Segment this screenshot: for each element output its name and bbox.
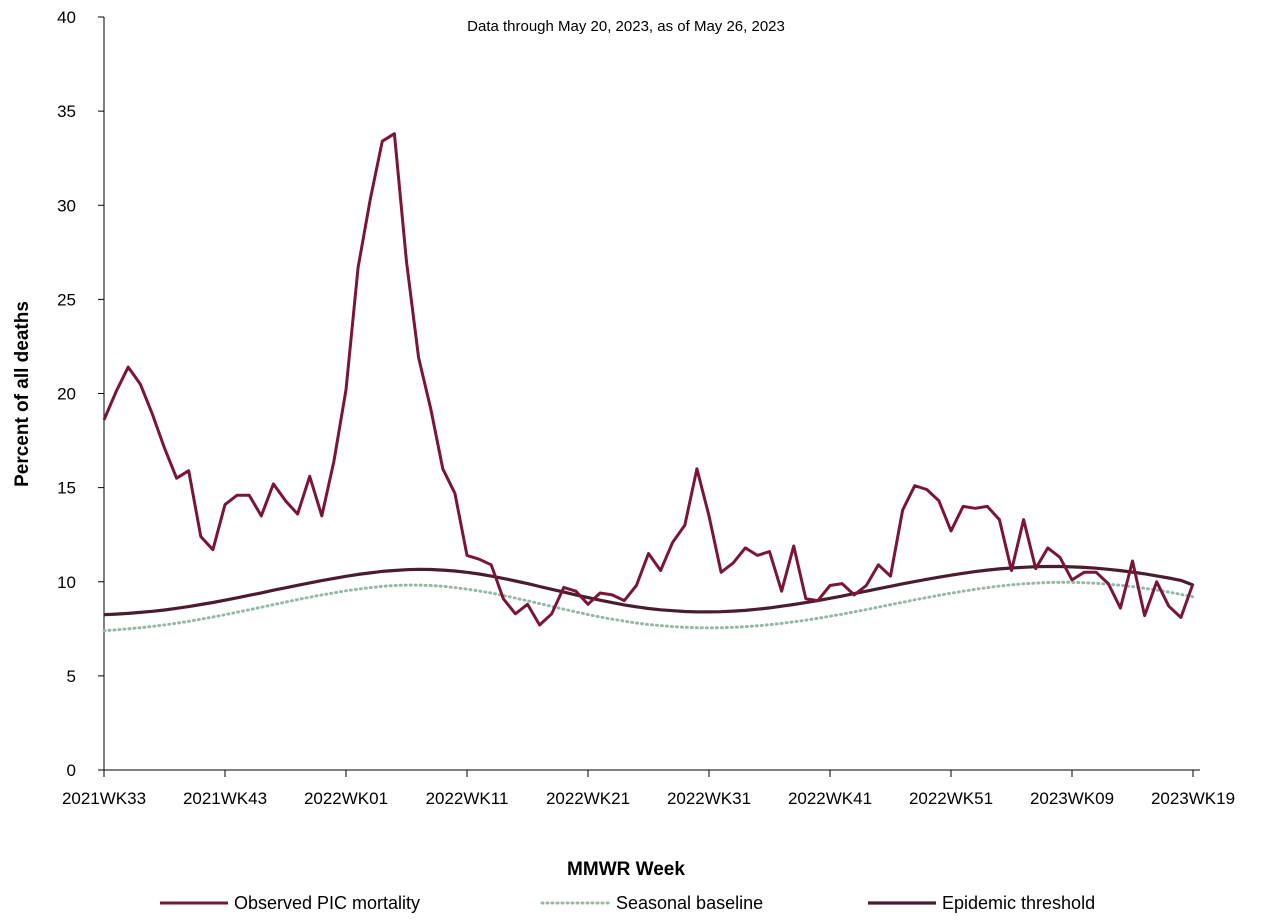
x-tick-label: 2023WK09 <box>1030 789 1114 808</box>
plot-area: 0 5 10 15 20 25 30 35 40 2021WK33 2021WK43 2022WK01… <box>57 8 1235 808</box>
legend-label: Seasonal baseline <box>616 893 763 913</box>
x-tick-label: 2022WK51 <box>909 789 993 808</box>
legend-label: Observed PIC mortality <box>234 893 420 913</box>
chart-subtitle: Data through May 20, 2023, as of May 26,… <box>467 18 785 35</box>
y-tick-label: 20 <box>57 385 76 404</box>
x-tick-label: 2023WK19 <box>1151 789 1235 808</box>
y-tick-label: 25 <box>57 290 76 309</box>
chart-legend: Observed PIC mortality Seasonal baseline E… <box>160 893 1095 913</box>
y-tick-label: 5 <box>67 667 76 686</box>
x-tick-label: 2021WK43 <box>183 789 267 808</box>
y-tick-label: 35 <box>57 102 76 121</box>
x-tick-label: 2022WK31 <box>667 789 751 808</box>
y-tick-label: 40 <box>57 8 76 27</box>
x-tick-label: 2022WK01 <box>304 789 388 808</box>
series-line-seasonal-baseline <box>102 580 1195 633</box>
series-line-observed-pic-mortality <box>102 132 1195 627</box>
legend-label: Epidemic threshold <box>942 893 1095 913</box>
y-axis-title: Percent of all deaths <box>12 301 33 487</box>
x-tick-label: 2021WK33 <box>62 789 146 808</box>
x-axis-title: MMWR Week <box>567 859 685 880</box>
y-tick-label: 15 <box>57 479 76 498</box>
x-tick-label: 2022WK11 <box>426 789 509 808</box>
y-tick-label: 30 <box>57 196 76 215</box>
x-tick-label: 2022WK41 <box>788 789 872 808</box>
y-tick-label: 0 <box>67 761 76 780</box>
y-tick-label: 10 <box>57 573 76 592</box>
x-tick-label: 2022WK21 <box>546 789 630 808</box>
